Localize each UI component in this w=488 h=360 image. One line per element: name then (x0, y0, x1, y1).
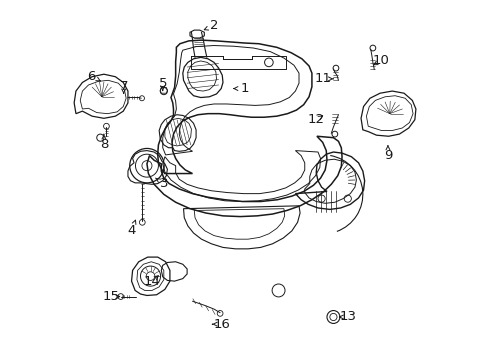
Text: 13: 13 (339, 310, 356, 324)
Text: 10: 10 (371, 54, 388, 67)
Text: 3: 3 (159, 177, 168, 190)
Text: 11: 11 (314, 72, 331, 85)
Text: 1: 1 (240, 82, 248, 95)
Text: 6: 6 (87, 69, 95, 82)
Text: 15: 15 (102, 290, 120, 303)
Text: 14: 14 (143, 275, 160, 288)
Text: 8: 8 (100, 138, 108, 150)
Text: 16: 16 (213, 318, 230, 331)
Text: 7: 7 (119, 80, 128, 93)
Text: 9: 9 (383, 149, 391, 162)
Text: 4: 4 (127, 224, 136, 237)
Text: 2: 2 (209, 19, 218, 32)
Text: 5: 5 (158, 77, 166, 90)
Text: 12: 12 (307, 113, 324, 126)
